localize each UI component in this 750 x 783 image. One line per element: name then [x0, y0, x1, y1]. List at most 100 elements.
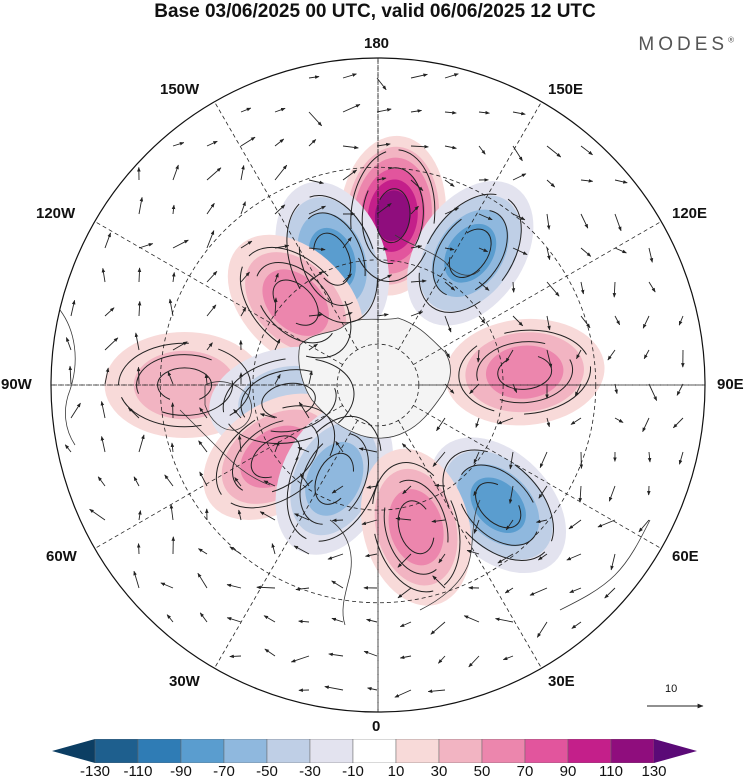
wind-vector: [569, 587, 582, 593]
wind-vector: [206, 304, 217, 317]
wind-vector: [70, 299, 76, 317]
wind-vector: [397, 587, 412, 599]
lon-label-120e: 120E: [672, 205, 708, 222]
wind-vector: [308, 179, 324, 185]
meridian-line: [214, 101, 358, 350]
wind-vector: [401, 443, 412, 453]
wind-vector: [647, 451, 652, 463]
colorbar-swatch: [481, 739, 526, 763]
wind-vector: [546, 247, 551, 261]
wind-vector: [571, 621, 582, 629]
wind-vector: [229, 546, 242, 555]
streamline: [458, 329, 592, 415]
wind-vector: [327, 553, 344, 560]
wind-vector: [365, 553, 378, 558]
colorbar-tick-label: 10: [387, 763, 405, 780]
wind-vector: [160, 582, 174, 589]
wind-vector: [537, 553, 548, 561]
wind-vector: [608, 485, 616, 502]
wind-vector: [274, 373, 281, 385]
wind-vector: [361, 519, 378, 525]
wind-vector: [104, 307, 115, 317]
wind-vector: [204, 373, 209, 385]
wind-vector: [237, 509, 242, 521]
streamline: [222, 357, 355, 444]
wind-vector: [274, 138, 285, 147]
wind-vector: [546, 179, 556, 188]
wind-vector: [410, 144, 429, 149]
wind-vector: [648, 383, 658, 402]
wind-vector: [478, 145, 486, 155]
wind-vector: [612, 281, 617, 298]
wind-vector: [643, 349, 650, 360]
wind-vector: [263, 615, 276, 623]
brand-mark: ®: [728, 35, 734, 45]
wind-vector: [167, 371, 174, 385]
wind-vector: [342, 312, 353, 317]
wind-vector: [308, 139, 317, 147]
wind-vector: [331, 617, 344, 623]
streamline: [314, 452, 354, 505]
wind-vector: [444, 383, 455, 394]
wind-vector: [570, 417, 582, 425]
wind-vector: [478, 281, 490, 291]
wind-vector: [444, 110, 457, 115]
wind-vector: [97, 476, 106, 487]
wind-vector: [101, 267, 106, 283]
colorbar-extend-high: [654, 739, 697, 763]
wind-vector: [298, 619, 310, 624]
wind-vector: [66, 337, 72, 351]
wind-vector: [476, 349, 481, 363]
wind-vector: [206, 342, 213, 351]
anomaly-level: [305, 441, 364, 516]
streamline: [231, 419, 320, 495]
lon-label-30e: 30E: [548, 673, 575, 690]
wind-vectors: [64, 73, 685, 698]
colorbar-tick-label: 30: [430, 763, 448, 780]
streamline: [157, 367, 213, 403]
meridian-line: [413, 405, 662, 549]
wind-vector: [134, 332, 140, 351]
streamline: [272, 279, 319, 326]
wind-vector: [673, 417, 684, 429]
wind-vector: [580, 281, 585, 295]
wind-vector: [240, 271, 250, 283]
streamline: [397, 500, 435, 555]
wind-vector: [240, 136, 256, 147]
lon-label-90e: 90E: [717, 376, 744, 393]
wind-vector: [410, 109, 423, 113]
wind-vector: [410, 311, 424, 317]
wind-vector: [199, 471, 208, 487]
wind-vector: [206, 271, 218, 283]
wind-vector: [137, 300, 142, 317]
anomaly-level: [374, 190, 411, 241]
wind-vector: [308, 111, 322, 127]
wind-vector: [342, 273, 352, 283]
colorbar-tick-label: -130: [79, 763, 111, 780]
wind-vector: [444, 73, 459, 79]
streamline: [418, 193, 522, 313]
wind-vector: [512, 213, 526, 221]
wind-vector: [410, 244, 423, 249]
wind-vector: [427, 689, 446, 694]
wind-vector: [576, 349, 582, 360]
streamline-contours: [118, 149, 592, 593]
streamline: [448, 228, 492, 278]
wind-vector: [376, 203, 392, 215]
wind-vector: [402, 485, 412, 495]
meridian-line: [398, 101, 542, 350]
wind-vector: [298, 401, 310, 419]
lon-label-60e: 60E: [672, 548, 699, 565]
colorbar-tick-label: 70: [516, 763, 534, 780]
anomaly-level: [444, 223, 497, 283]
wind-vector: [475, 417, 480, 428]
wind-vector: [226, 583, 242, 589]
streamline: [215, 405, 336, 509]
wind-vector: [366, 485, 378, 489]
wind-vector: [444, 349, 451, 359]
colorbar-tick-label: 110: [599, 763, 623, 780]
wind-vector: [478, 213, 493, 221]
wind-vector: [199, 612, 208, 623]
wind-vector: [308, 270, 324, 283]
anomaly-level: [388, 489, 444, 566]
